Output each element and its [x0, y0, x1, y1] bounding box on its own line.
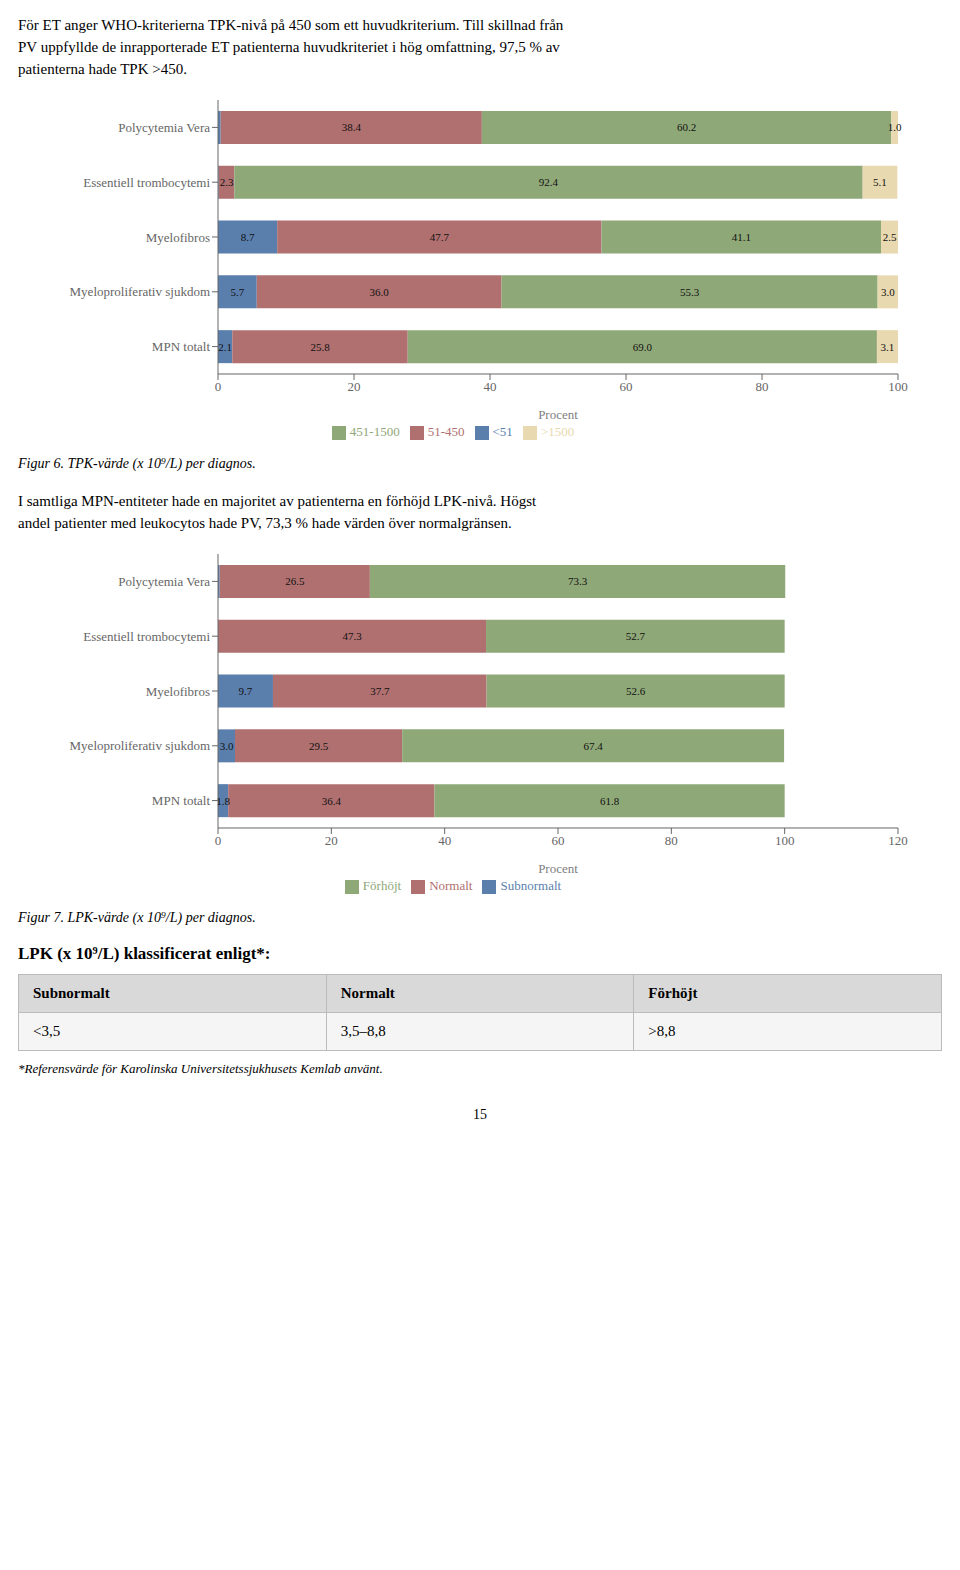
svg-text:36.4: 36.4: [322, 795, 342, 807]
html-text:Normalt: Normalt: [340, 985, 395, 1001]
html-text:Figur 6. TPK-värde (x 10⁹/L) p: Figur 6. TPK-värde (x 10⁹/L) per diagnos…: [18, 456, 256, 471]
html-text:<3,5: <3,5: [33, 1023, 61, 1039]
html-text:*Referensvärde för Karolinska: *Referensvärde för Karolinska Universite…: [18, 1061, 383, 1076]
svg-text:69.0: 69.0: [633, 341, 653, 353]
svg-text:0: 0: [215, 379, 222, 394]
svg-text:5.1: 5.1: [873, 176, 887, 188]
html-text:15: 15: [473, 1107, 487, 1122]
html-text:Förhöjt: Förhöjt: [362, 878, 402, 893]
svg-text:8.7: 8.7: [241, 231, 255, 243]
svg-text:2.1: 2.1: [218, 341, 232, 353]
svg-text:29.5: 29.5: [309, 740, 329, 752]
svg-text:67.4: 67.4: [584, 740, 604, 752]
html-text:>8,8: >8,8: [648, 1023, 676, 1039]
svg-text:0: 0: [215, 833, 222, 848]
svg-text:20: 20: [325, 833, 338, 848]
html-text:451-1500: 451-1500: [349, 424, 400, 439]
svg-text:61.8: 61.8: [600, 795, 620, 807]
svg-text:3.0: 3.0: [220, 740, 234, 752]
html-text:Subnormalt: Subnormalt: [33, 985, 110, 1001]
html-text:patienterna hade TPK >450.: patienterna hade TPK >450.: [18, 61, 187, 77]
svg-text:Essentiell trombocytemi: Essentiell trombocytemi: [83, 175, 210, 190]
svg-text:41.1: 41.1: [732, 231, 751, 243]
html-text:För ET anger WHO-kriterierna T: För ET anger WHO-kriterierna TPK-nivå på…: [18, 17, 564, 33]
html-text:3,5–8,8: 3,5–8,8: [340, 1023, 386, 1039]
svg-text:Polycytemia Vera: Polycytemia Vera: [118, 574, 210, 589]
svg-text:26.5: 26.5: [285, 575, 305, 587]
html-text:Normalt: Normalt: [429, 878, 473, 893]
svg-text:Polycytemia Vera: Polycytemia Vera: [118, 120, 210, 135]
svg-text:2.3: 2.3: [220, 176, 234, 188]
svg-text:MPN totalt: MPN totalt: [152, 339, 211, 354]
svg-text:80: 80: [665, 833, 678, 848]
svg-text:Procent: Procent: [538, 407, 578, 422]
svg-text:2.5: 2.5: [883, 231, 897, 243]
html-text:>1500: >1500: [540, 424, 575, 439]
svg-text:Myeloproliferativ sjukdom: Myeloproliferativ sjukdom: [70, 284, 210, 299]
svg-text:20: 20: [348, 379, 361, 394]
svg-text:9.7: 9.7: [239, 685, 253, 697]
svg-text:5.7: 5.7: [231, 286, 245, 298]
svg-text:120: 120: [888, 833, 908, 848]
svg-text:36.0: 36.0: [370, 286, 390, 298]
svg-text:1.8: 1.8: [216, 795, 230, 807]
svg-text:52.7: 52.7: [626, 630, 646, 642]
html-text:Figur 7. LPK-värde (x 10⁹/L) p: Figur 7. LPK-värde (x 10⁹/L) per diagnos…: [18, 910, 256, 925]
html-text:PV uppfyllde de inrapporterade: PV uppfyllde de inrapporterade ET patien…: [18, 39, 560, 55]
svg-text:60: 60: [552, 833, 565, 848]
html-text:<51: <51: [492, 424, 513, 439]
svg-text:47.3: 47.3: [342, 630, 362, 642]
svg-text:37.7: 37.7: [370, 685, 390, 697]
svg-text:1.0: 1.0: [888, 121, 902, 133]
svg-text:3.0: 3.0: [881, 286, 895, 298]
svg-text:100: 100: [888, 379, 908, 394]
html-text:LPK (x 10⁹/L) klassificerat en: LPK (x 10⁹/L) klassificerat enligt*:: [18, 944, 271, 963]
svg-text:Procent: Procent: [538, 861, 578, 876]
svg-text:55.3: 55.3: [680, 286, 700, 298]
svg-text:40: 40: [438, 833, 451, 848]
svg-text:Myeloproliferativ sjukdom: Myeloproliferativ sjukdom: [70, 738, 210, 753]
html-text:51-450: 51-450: [427, 424, 465, 439]
svg-text:Essentiell trombocytemi: Essentiell trombocytemi: [83, 629, 210, 644]
svg-text:60: 60: [620, 379, 633, 394]
svg-text:Myelofibros: Myelofibros: [146, 230, 210, 245]
svg-text:92.4: 92.4: [539, 176, 559, 188]
svg-text:100: 100: [775, 833, 795, 848]
svg-text:40: 40: [484, 379, 497, 394]
svg-text:3.1: 3.1: [881, 341, 895, 353]
svg-text:73.3: 73.3: [568, 575, 588, 587]
html-text:Förhöjt: Förhöjt: [648, 985, 698, 1001]
svg-text:Myelofibros: Myelofibros: [146, 684, 210, 699]
svg-text:52.6: 52.6: [626, 685, 646, 697]
svg-text:MPN totalt: MPN totalt: [152, 793, 211, 808]
html-text:I samtliga MPN-entiteter hade: I samtliga MPN-entiteter hade en majorit…: [18, 493, 537, 509]
html-text:Subnormalt: Subnormalt: [500, 878, 562, 893]
svg-text:60.2: 60.2: [677, 121, 696, 133]
html-text:andel patienter med leukocytos: andel patienter med leukocytos hade PV, …: [18, 515, 512, 531]
svg-text:47.7: 47.7: [430, 231, 450, 243]
svg-text:38.4: 38.4: [342, 121, 362, 133]
svg-text:80: 80: [756, 379, 769, 394]
svg-text:25.8: 25.8: [310, 341, 330, 353]
